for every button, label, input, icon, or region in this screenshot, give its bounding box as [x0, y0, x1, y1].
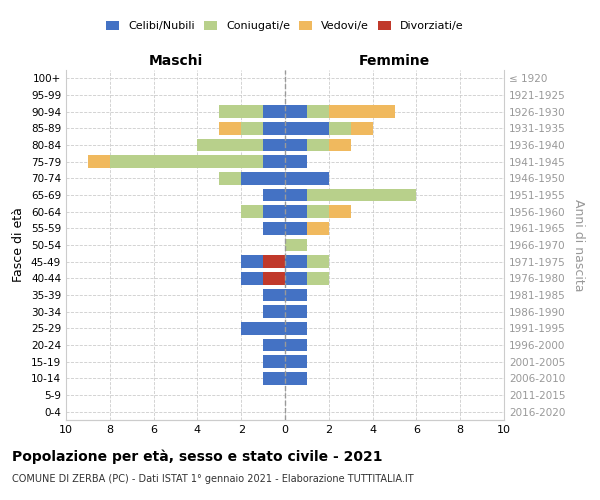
Bar	[307, 106, 329, 118]
Bar	[329, 106, 395, 118]
Bar	[241, 206, 263, 218]
Bar	[285, 272, 307, 284]
Bar	[263, 188, 285, 201]
Bar	[285, 372, 307, 384]
Bar	[88, 156, 110, 168]
Bar	[220, 172, 241, 184]
Bar	[241, 272, 263, 284]
Bar	[241, 256, 263, 268]
Bar	[263, 222, 285, 234]
Text: Maschi: Maschi	[148, 54, 203, 68]
Bar	[263, 138, 285, 151]
Bar	[285, 322, 307, 334]
Bar	[307, 256, 329, 268]
Bar	[307, 222, 329, 234]
Bar	[329, 206, 350, 218]
Bar	[220, 122, 241, 134]
Bar	[329, 122, 350, 134]
Text: COMUNE DI ZERBA (PC) - Dati ISTAT 1° gennaio 2021 - Elaborazione TUTTITALIA.IT: COMUNE DI ZERBA (PC) - Dati ISTAT 1° gen…	[12, 474, 413, 484]
Bar	[197, 138, 263, 151]
Bar	[263, 306, 285, 318]
Text: Femmine: Femmine	[359, 54, 430, 68]
Bar	[263, 272, 285, 284]
Bar	[241, 172, 285, 184]
Bar	[263, 289, 285, 301]
Bar	[285, 122, 329, 134]
Bar	[263, 372, 285, 384]
Bar	[220, 106, 263, 118]
Bar	[285, 222, 307, 234]
Bar	[263, 356, 285, 368]
Legend: Celibi/Nubili, Coniugati/e, Vedovi/e, Divorziati/e: Celibi/Nubili, Coniugati/e, Vedovi/e, Di…	[102, 16, 468, 36]
Bar	[285, 256, 307, 268]
Bar	[285, 356, 307, 368]
Bar	[285, 106, 307, 118]
Bar	[307, 206, 329, 218]
Bar	[350, 122, 373, 134]
Y-axis label: Anni di nascita: Anni di nascita	[572, 198, 585, 291]
Bar	[285, 172, 329, 184]
Bar	[263, 106, 285, 118]
Bar	[110, 156, 263, 168]
Text: Popolazione per età, sesso e stato civile - 2021: Popolazione per età, sesso e stato civil…	[12, 450, 383, 464]
Bar	[285, 339, 307, 351]
Y-axis label: Fasce di età: Fasce di età	[13, 208, 25, 282]
Bar	[285, 206, 307, 218]
Bar	[263, 256, 285, 268]
Bar	[307, 188, 416, 201]
Bar	[263, 206, 285, 218]
Bar	[241, 122, 263, 134]
Bar	[263, 339, 285, 351]
Bar	[307, 138, 329, 151]
Bar	[307, 272, 329, 284]
Bar	[263, 156, 285, 168]
Bar	[285, 289, 307, 301]
Bar	[285, 138, 307, 151]
Bar	[285, 188, 307, 201]
Bar	[285, 306, 307, 318]
Bar	[285, 156, 307, 168]
Bar	[263, 122, 285, 134]
Bar	[329, 138, 350, 151]
Bar	[285, 239, 307, 251]
Bar	[241, 322, 285, 334]
